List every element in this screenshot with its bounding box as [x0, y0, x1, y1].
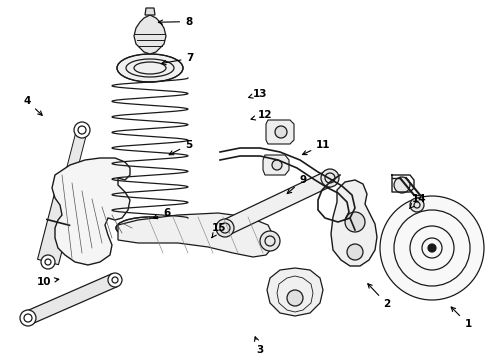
Circle shape	[347, 244, 363, 260]
Text: 3: 3	[254, 337, 263, 355]
Circle shape	[275, 126, 287, 138]
Text: 11: 11	[302, 140, 331, 155]
Text: 10: 10	[37, 276, 59, 287]
Polygon shape	[52, 158, 130, 265]
Circle shape	[41, 255, 55, 269]
Text: 13: 13	[248, 89, 267, 99]
Text: 4: 4	[23, 96, 42, 115]
Circle shape	[345, 212, 365, 232]
Circle shape	[272, 160, 282, 170]
Circle shape	[380, 196, 484, 300]
Polygon shape	[25, 274, 118, 324]
Circle shape	[394, 177, 410, 193]
Polygon shape	[145, 8, 155, 15]
Text: 1: 1	[451, 307, 471, 329]
Text: 6: 6	[153, 208, 170, 219]
Circle shape	[74, 122, 90, 138]
Polygon shape	[266, 120, 294, 144]
Text: 7: 7	[162, 53, 194, 65]
Circle shape	[20, 310, 36, 326]
Ellipse shape	[117, 54, 183, 82]
Polygon shape	[118, 213, 273, 257]
Circle shape	[260, 231, 280, 251]
Circle shape	[216, 219, 234, 237]
Text: 2: 2	[368, 284, 391, 309]
Polygon shape	[134, 15, 166, 54]
Polygon shape	[38, 193, 75, 265]
Circle shape	[108, 273, 122, 287]
Ellipse shape	[116, 217, 184, 239]
Text: 8: 8	[158, 17, 192, 27]
Circle shape	[428, 244, 436, 252]
Text: 14: 14	[410, 194, 426, 208]
Text: 12: 12	[251, 110, 272, 120]
Text: 5: 5	[169, 140, 192, 155]
Polygon shape	[221, 171, 333, 235]
Circle shape	[287, 290, 303, 306]
Circle shape	[410, 198, 424, 212]
Polygon shape	[331, 180, 377, 266]
Polygon shape	[263, 155, 289, 175]
Text: 15: 15	[212, 222, 227, 238]
Circle shape	[321, 169, 339, 187]
Polygon shape	[60, 129, 87, 197]
Polygon shape	[267, 268, 323, 316]
Text: 9: 9	[287, 175, 306, 194]
